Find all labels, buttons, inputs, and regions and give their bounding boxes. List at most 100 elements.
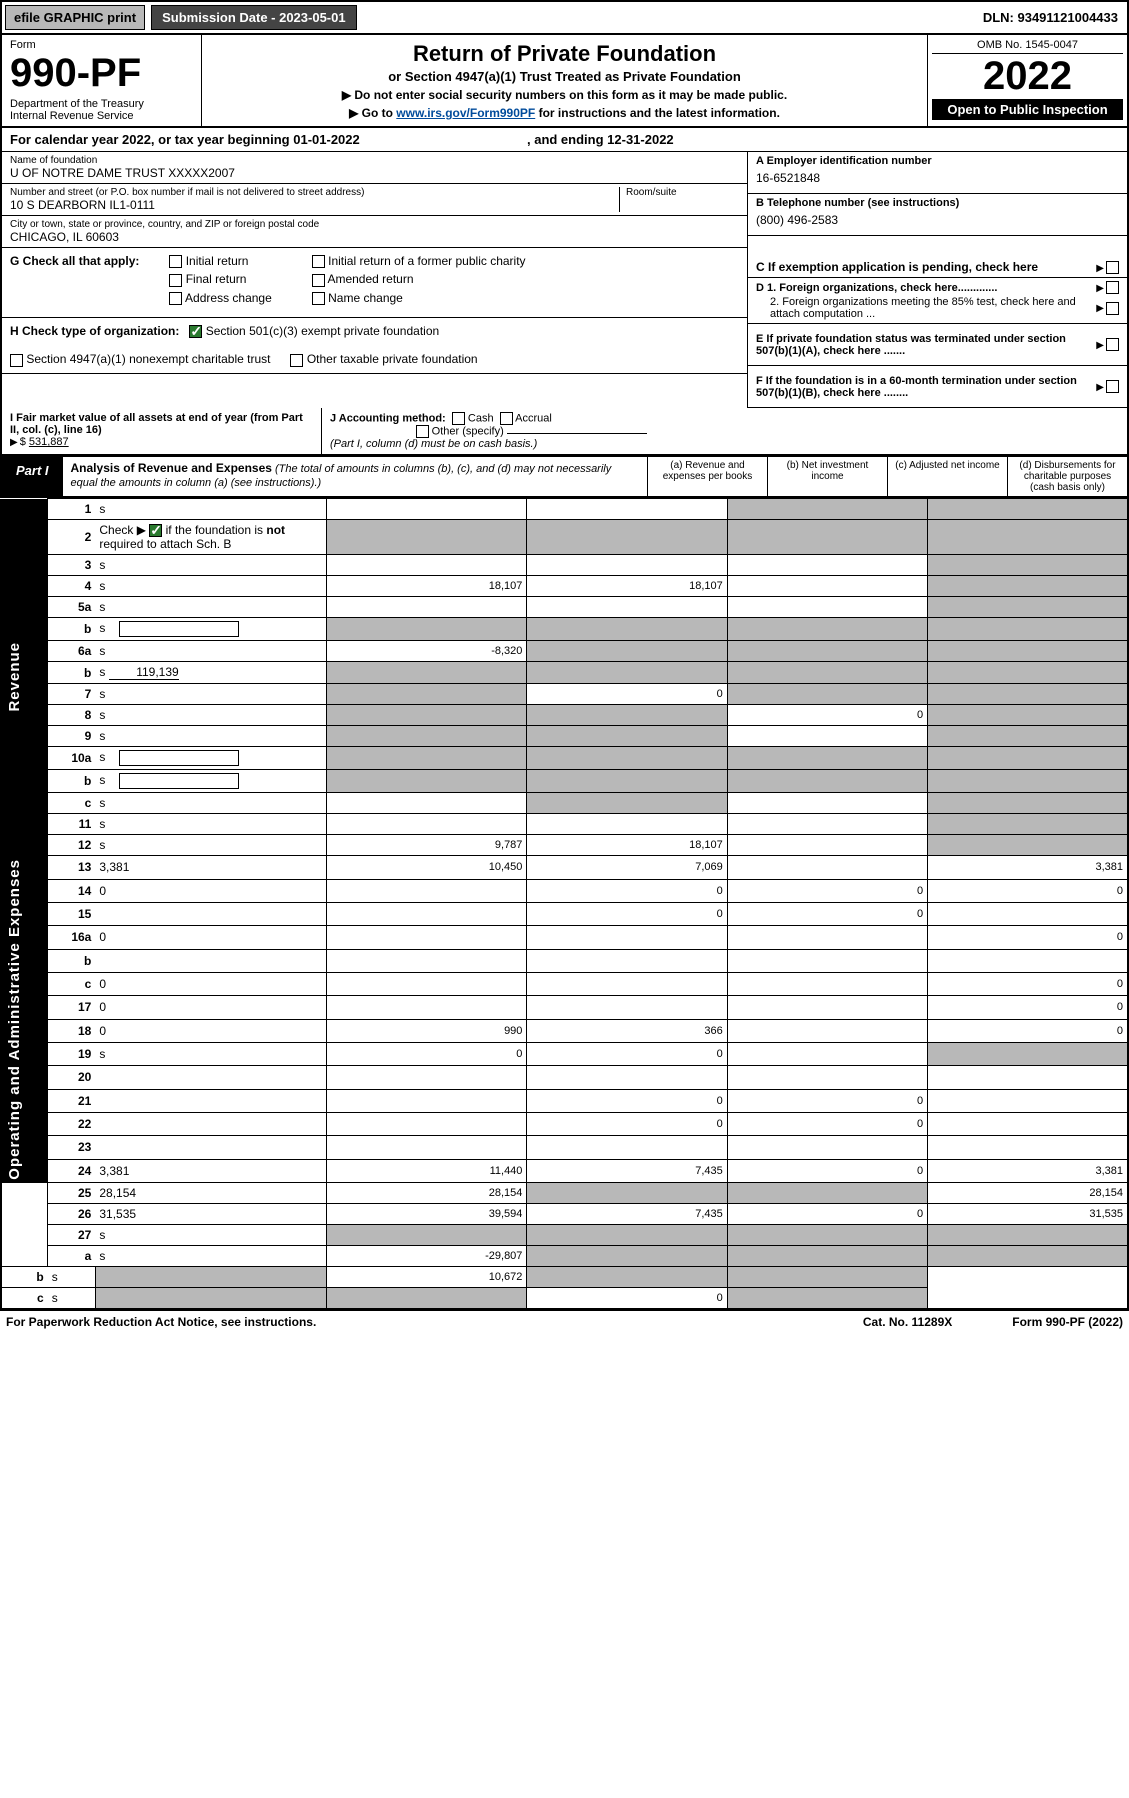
- table-cell: 0: [527, 1042, 727, 1065]
- table-cell: [727, 1225, 927, 1246]
- line-number: 6a: [48, 641, 96, 662]
- line-number: 22: [48, 1112, 96, 1135]
- part-1-label: Part I: [2, 457, 63, 496]
- check-amended-return[interactable]: [312, 274, 325, 287]
- table-cell: 31,535: [928, 1204, 1128, 1225]
- line-description: [95, 1136, 326, 1159]
- table-cell: [727, 1136, 927, 1159]
- section-e-row: E If private foundation status was termi…: [748, 324, 1127, 366]
- line-description: [95, 1089, 326, 1112]
- table-cell: [527, 1246, 727, 1267]
- line-description: [95, 1066, 326, 1089]
- table-row: 2631,53539,5947,435031,535: [1, 1204, 1128, 1225]
- line-number: 4: [48, 576, 96, 597]
- table-cell: 18,107: [527, 835, 727, 856]
- line-description: 0: [95, 1019, 326, 1042]
- check-d1[interactable]: [1106, 281, 1119, 294]
- line-number: 26: [48, 1204, 96, 1225]
- table-row: 27s: [1, 1225, 1128, 1246]
- irs-link[interactable]: www.irs.gov/Form990PF: [396, 106, 535, 120]
- check-address-change[interactable]: [169, 292, 182, 305]
- efile-print-button[interactable]: efile GRAPHIC print: [5, 5, 145, 30]
- line-description: 0: [95, 996, 326, 1019]
- check-c-pending[interactable]: [1106, 261, 1119, 274]
- table-cell: [727, 814, 927, 835]
- dln-label: DLN: 93491121004433: [983, 10, 1124, 25]
- line-number: 13: [48, 856, 96, 879]
- line-description: 0: [95, 879, 326, 902]
- check-501c3[interactable]: [189, 325, 202, 338]
- line-number: b: [48, 949, 96, 972]
- check-name-change[interactable]: [312, 292, 325, 305]
- table-row: 7s0: [1, 684, 1128, 705]
- check-d2[interactable]: [1106, 302, 1119, 315]
- section-h-checks: H Check type of organization: Section 50…: [2, 318, 747, 374]
- table-cell: [727, 520, 927, 555]
- table-cell: [527, 618, 727, 641]
- line-description: s: [48, 1288, 96, 1310]
- table-cell: [527, 499, 727, 520]
- line-description: s: [95, 555, 326, 576]
- check-4947a1[interactable]: [10, 354, 23, 367]
- table-cell: [928, 1089, 1128, 1112]
- table-cell: [527, 793, 727, 814]
- table-row: 20: [1, 1066, 1128, 1089]
- table-cell: [928, 1246, 1128, 1267]
- fmv-value: 531,887: [29, 436, 69, 448]
- table-row: 23: [1, 1136, 1128, 1159]
- table-cell: [527, 555, 727, 576]
- check-e[interactable]: [1106, 338, 1119, 351]
- table-cell: [928, 726, 1128, 747]
- check-cash[interactable]: [452, 412, 465, 425]
- line-number: 12: [48, 835, 96, 856]
- col-b-header: (b) Net investment income: [767, 457, 887, 496]
- omb-number: OMB No. 1545-0047: [932, 39, 1123, 54]
- table-cell: [327, 1288, 527, 1310]
- part-1-header: Part I Analysis of Revenue and Expenses …: [0, 456, 1129, 498]
- line-description: s: [95, 705, 326, 726]
- check-other-taxable[interactable]: [290, 354, 303, 367]
- line-description: s: [95, 1042, 326, 1065]
- check-accrual[interactable]: [500, 412, 513, 425]
- table-row: bs: [1, 770, 1128, 793]
- table-cell: [727, 1288, 927, 1310]
- table-cell: [928, 576, 1128, 597]
- line-number: a: [48, 1246, 96, 1267]
- table-cell: [527, 1267, 727, 1288]
- open-public-badge: Open to Public Inspection: [932, 99, 1123, 120]
- line-number: 9: [48, 726, 96, 747]
- page-footer: For Paperwork Reduction Act Notice, see …: [0, 1310, 1129, 1333]
- table-cell: [527, 972, 727, 995]
- line-description: s: [95, 770, 326, 793]
- table-cell: [727, 1267, 927, 1288]
- table-cell: [727, 770, 927, 793]
- table-cell: -29,807: [327, 1246, 527, 1267]
- check-initial-former[interactable]: [312, 255, 325, 268]
- check-final-return[interactable]: [169, 274, 182, 287]
- table-row: 5as: [1, 597, 1128, 618]
- table-cell: [527, 641, 727, 662]
- table-cell: [527, 662, 727, 684]
- table-cell: 0: [727, 1204, 927, 1225]
- instr-line-2: ▶ Go to www.irs.gov/Form990PF for instru…: [210, 106, 919, 120]
- part-1-table: Revenue1s2Check ▶ if the foundation is n…: [0, 498, 1129, 1310]
- table-cell: 39,594: [327, 1204, 527, 1225]
- line-description: s: [95, 641, 326, 662]
- check-f[interactable]: [1106, 380, 1119, 393]
- table-cell: [327, 1066, 527, 1089]
- line-number: 20: [48, 1066, 96, 1089]
- table-row: 2528,15428,15428,154: [1, 1183, 1128, 1204]
- table-cell: [727, 793, 927, 814]
- line-description: 28,154: [95, 1183, 326, 1204]
- line-description: 3,381: [95, 1159, 326, 1182]
- table-row: Operating and Administrative Expenses133…: [1, 856, 1128, 879]
- table-row: 2100: [1, 1089, 1128, 1112]
- address-row: Number and street (or P.O. box number if…: [2, 184, 747, 216]
- line-number: 1: [48, 499, 96, 520]
- table-cell: [727, 972, 927, 995]
- check-initial-return[interactable]: [169, 255, 182, 268]
- check-other-method[interactable]: [416, 425, 429, 438]
- line-number: 3: [48, 555, 96, 576]
- table-cell: 990: [327, 1019, 527, 1042]
- check-sch-b[interactable]: [149, 524, 162, 537]
